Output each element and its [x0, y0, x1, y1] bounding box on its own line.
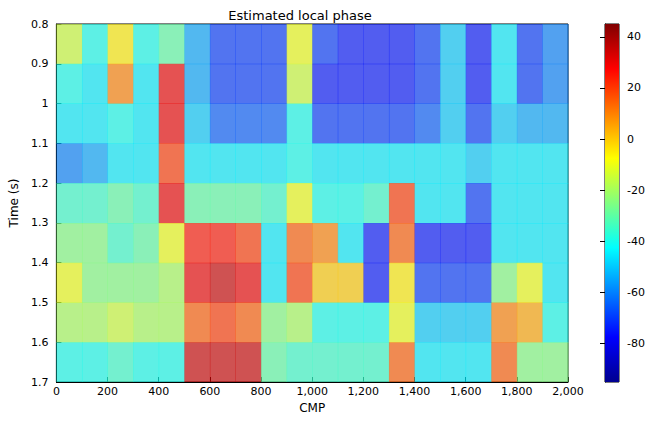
svg-text:1.6: 1.6	[31, 336, 49, 349]
svg-text:1.5: 1.5	[31, 296, 49, 309]
svg-text:-80: -80	[627, 337, 645, 350]
svg-text:Estimated local phase: Estimated local phase	[228, 8, 371, 23]
svg-text:1.2: 1.2	[31, 177, 49, 190]
svg-text:Time (s): Time (s)	[7, 179, 21, 229]
svg-text:1: 1	[41, 97, 48, 110]
svg-text:0: 0	[627, 133, 634, 146]
svg-text:1,400: 1,400	[399, 385, 431, 398]
svg-text:200: 200	[97, 385, 118, 398]
svg-text:800: 800	[251, 385, 272, 398]
svg-text:0: 0	[53, 385, 60, 398]
svg-text:20: 20	[627, 81, 641, 94]
svg-text:600: 600	[199, 385, 220, 398]
svg-text:40: 40	[627, 30, 641, 43]
svg-text:400: 400	[148, 385, 169, 398]
svg-text:-20: -20	[627, 184, 645, 197]
svg-text:CMP: CMP	[299, 401, 325, 415]
svg-text:1,000: 1,000	[296, 385, 328, 398]
svg-text:-60: -60	[627, 286, 645, 299]
svg-text:1.7: 1.7	[31, 376, 49, 389]
svg-text:1.4: 1.4	[31, 256, 49, 269]
svg-text:1.3: 1.3	[31, 216, 49, 229]
svg-text:0.9: 0.9	[31, 57, 49, 70]
svg-text:-40: -40	[627, 235, 645, 248]
svg-text:2,000: 2,000	[552, 385, 584, 398]
svg-text:1,600: 1,600	[450, 385, 482, 398]
svg-text:0.8: 0.8	[31, 18, 49, 31]
svg-text:1.1: 1.1	[31, 137, 49, 150]
svg-text:1,200: 1,200	[348, 385, 380, 398]
svg-text:1,800: 1,800	[501, 385, 533, 398]
